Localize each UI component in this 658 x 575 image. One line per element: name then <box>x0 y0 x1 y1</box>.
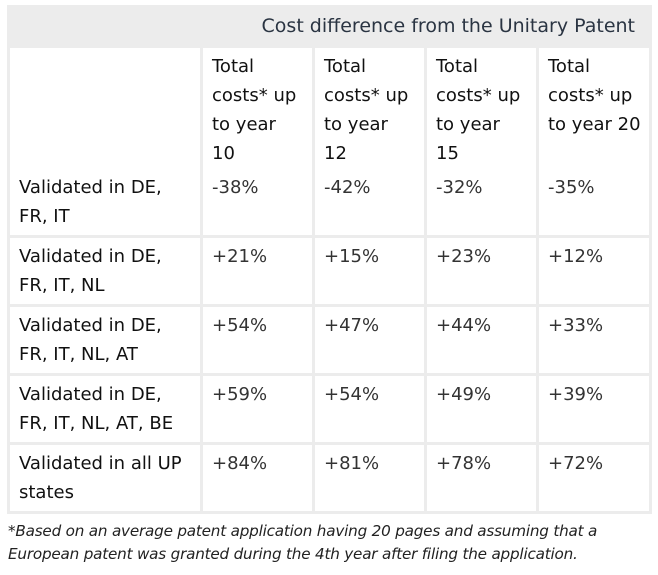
value-cell: +47% <box>315 307 424 373</box>
row-label: Validated in DE, FR, IT <box>10 169 200 235</box>
value-cell: +72% <box>539 445 649 511</box>
value-cell: +39% <box>539 376 649 442</box>
table-row: Validated in all UP states+84%+81%+78%+7… <box>10 445 649 511</box>
header-cell: Total costs* up to year 20 <box>539 48 649 169</box>
value-cell: +33% <box>539 307 649 373</box>
value-cell: +84% <box>203 445 312 511</box>
value-cell: +59% <box>203 376 312 442</box>
value-cell: +15% <box>315 238 424 304</box>
row-label: Validated in DE, FR, IT, NL <box>10 238 200 304</box>
row-label: Validated in DE, FR, IT, NL, AT <box>10 307 200 373</box>
value-cell: +12% <box>539 238 649 304</box>
value-cell: +44% <box>427 307 536 373</box>
value-cell: +81% <box>315 445 424 511</box>
header-cell: Total costs* up to year 10 <box>203 48 312 169</box>
value-cell: +54% <box>203 307 312 373</box>
table-row: Validated in DE, FR, IT, NL, AT, BE+59%+… <box>10 376 649 442</box>
value-cell: -42% <box>315 169 424 235</box>
header-cell-empty <box>10 48 200 169</box>
table-row: Validated in DE, FR, IT-38%-42%-32%-35% <box>10 169 649 235</box>
row-label: Validated in all UP states <box>10 445 200 511</box>
table-title: Cost difference from the Unitary Patent <box>10 5 649 45</box>
footnote: *Based on an average patent application … <box>8 520 656 566</box>
value-cell: -35% <box>539 169 649 235</box>
value-cell: +21% <box>203 238 312 304</box>
value-cell: -32% <box>427 169 536 235</box>
value-cell: -38% <box>203 169 312 235</box>
table-row: Validated in DE, FR, IT, NL, AT+54%+47%+… <box>10 307 649 373</box>
header-row: Total costs* up to year 10 Total costs* … <box>10 48 649 169</box>
value-cell: +54% <box>315 376 424 442</box>
row-label: Validated in DE, FR, IT, NL, AT, BE <box>10 376 200 442</box>
value-cell: +78% <box>427 445 536 511</box>
value-cell: +49% <box>427 376 536 442</box>
cost-comparison-table: Cost difference from the Unitary Patent … <box>7 5 652 514</box>
header-cell: Total costs* up to year 15 <box>427 48 536 169</box>
table-row: Validated in DE, FR, IT, NL+21%+15%+23%+… <box>10 238 649 304</box>
value-cell: +23% <box>427 238 536 304</box>
header-cell: Total costs* up to year 12 <box>315 48 424 169</box>
